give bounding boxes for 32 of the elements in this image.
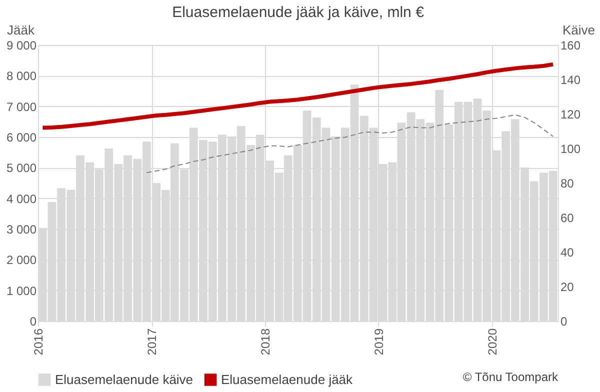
y-tick-label: 1 000 [6, 284, 37, 298]
line-series [40, 62, 556, 130]
y-tick-label: 6 000 [6, 130, 37, 144]
y-tick-label: 7 000 [6, 100, 37, 114]
y-tick-label: 3 000 [6, 222, 37, 236]
y-tick-label: 0 [30, 314, 37, 328]
y2-tick-label: 120 [560, 108, 581, 122]
x-tick-label: 2019 [372, 328, 386, 356]
y2-tick-label: 60 [560, 211, 574, 225]
x-tick-label: 2017 [145, 328, 160, 356]
y2-tick-label: 40 [560, 246, 574, 260]
y2-tick-label: 160 [560, 38, 581, 52]
y-tick-label: 4 000 [6, 192, 37, 206]
line-series [146, 114, 554, 174]
y-tick-label: 2 000 [6, 253, 37, 268]
y2-tick-label: 100 [560, 142, 581, 156]
chart-title: Eluasemelaenude jääk ja käive, mln € [172, 4, 425, 21]
y-axis-title: Jääk [7, 22, 35, 38]
y2-tick-label: 80 [560, 176, 574, 190]
x-tick-label: 2020 [485, 328, 500, 356]
y-tick-label: 8 000 [6, 69, 37, 84]
y2-tick-label: 20 [560, 280, 574, 294]
text: © Tõnu Toompark [462, 370, 559, 384]
y-tick-label: 9 000 [6, 38, 37, 52]
legend-label: Eluasemelaenude jääk [221, 372, 354, 387]
x-tick-label: 2018 [258, 328, 273, 356]
legend-label: Eluasemelaenude käive [55, 372, 194, 387]
y2-axis-title: Käive [562, 22, 596, 38]
y2-tick-label: 0 [560, 314, 568, 328]
y2-tick-label: 140 [560, 73, 581, 87]
x-tick-label: 2016 [32, 328, 46, 356]
y-tick-label: 5 000 [6, 161, 37, 176]
